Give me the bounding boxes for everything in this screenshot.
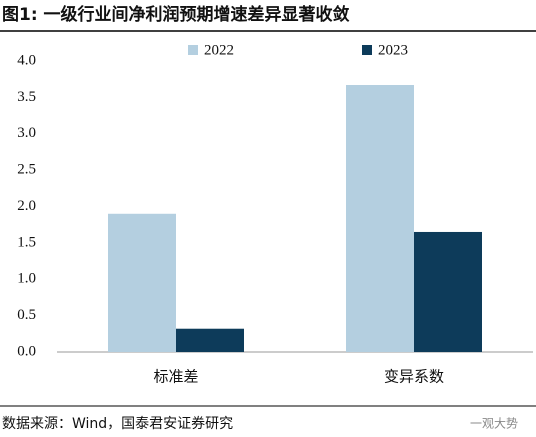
y-tick-label: 2.0 bbox=[17, 198, 36, 214]
legend-label: 2023 bbox=[378, 42, 408, 58]
bar bbox=[414, 231, 482, 352]
y-tick-label: 3.0 bbox=[17, 125, 36, 141]
y-tick-label: 0.5 bbox=[17, 307, 36, 323]
y-tick-label: 1.5 bbox=[17, 234, 36, 250]
y-tick-label: 3.5 bbox=[17, 89, 36, 105]
watermark: 一观大势 bbox=[470, 417, 518, 431]
bar bbox=[176, 328, 244, 352]
y-tick-label: 0.0 bbox=[17, 343, 36, 359]
x-tick-label: 变异系数 bbox=[384, 368, 444, 386]
y-tick-label: 2.5 bbox=[17, 162, 36, 178]
chart-title: 图1: 一级行业间净利润预期增速差异显著收敛 bbox=[2, 4, 350, 25]
source: 数据来源：Wind，国泰君安证券研究 bbox=[2, 416, 233, 432]
bar bbox=[346, 85, 414, 352]
legend-swatch bbox=[362, 45, 372, 55]
bar bbox=[108, 213, 176, 352]
legend-swatch bbox=[188, 45, 198, 55]
y-tick-label: 4.0 bbox=[17, 52, 36, 68]
x-tick-label: 标准差 bbox=[153, 368, 198, 386]
y-tick-label: 1.0 bbox=[17, 271, 36, 287]
legend-label: 2022 bbox=[204, 42, 234, 58]
